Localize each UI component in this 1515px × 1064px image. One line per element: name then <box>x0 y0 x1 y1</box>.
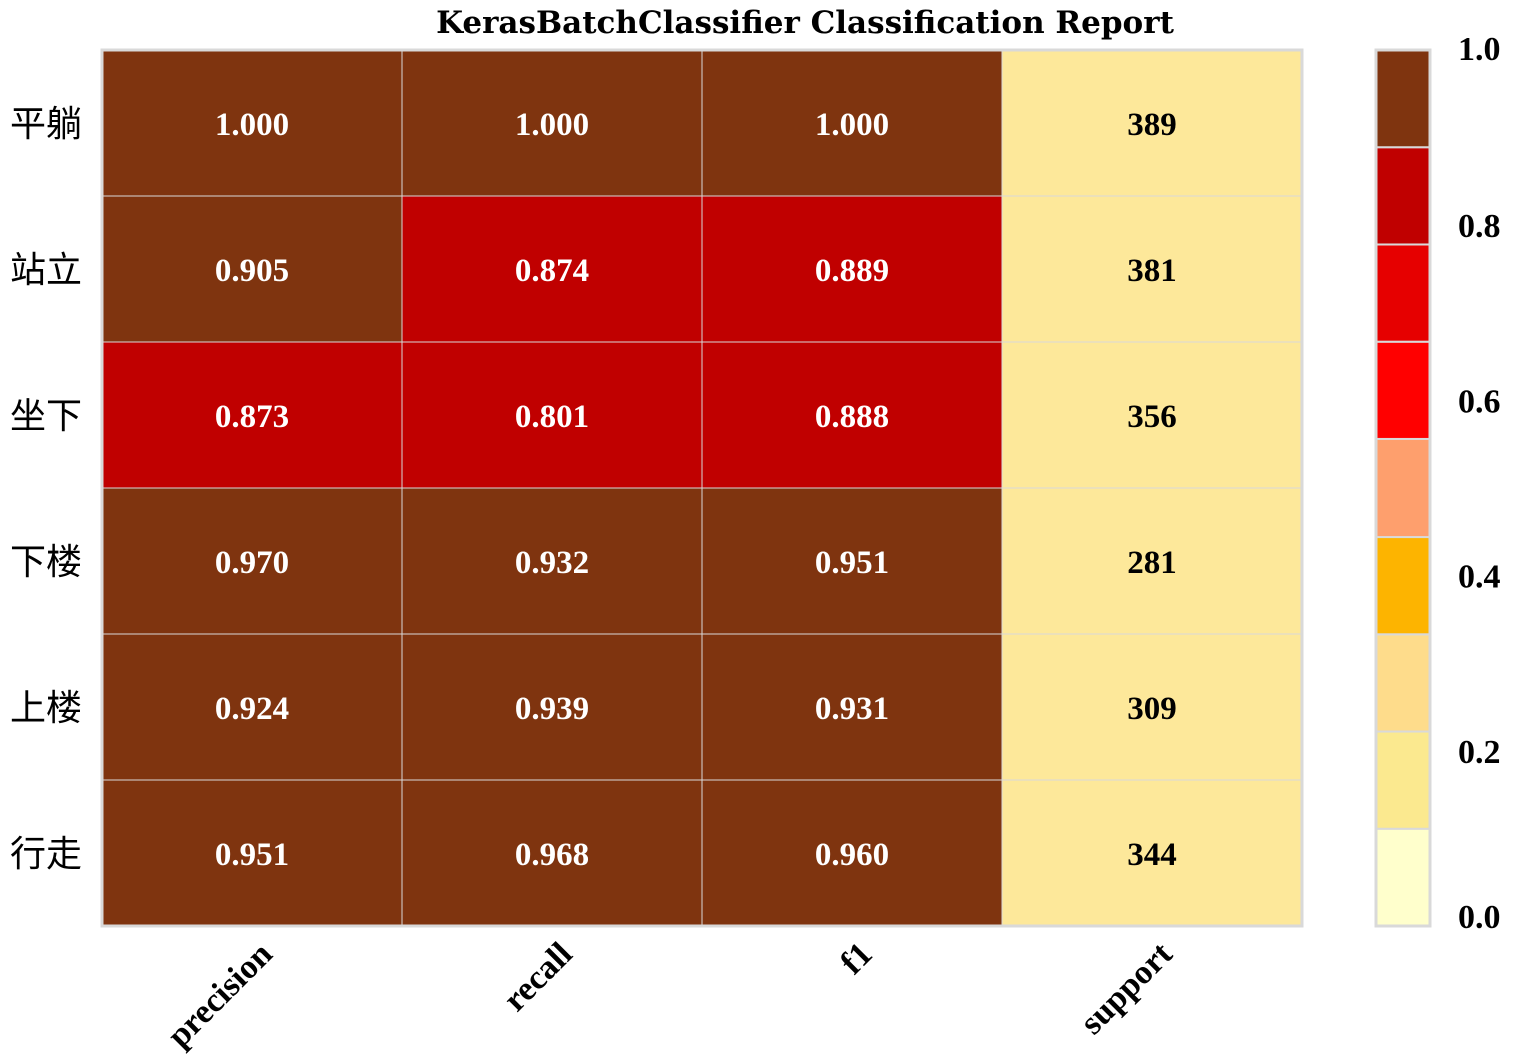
cell-label-r5-precision: 0.951 <box>215 837 289 873</box>
heatmap-cell-r0-recall <box>402 50 702 196</box>
cell-label-r2-support: 356 <box>1127 399 1177 435</box>
heatmap-cell-r2-support <box>1002 342 1302 488</box>
y-tick-label-4: 上楼 <box>10 688 82 729</box>
y-tick-label-0: 平躺 <box>10 104 82 145</box>
cell-label-r2-precision: 0.873 <box>215 399 289 435</box>
heatmap-cell-r0-f1 <box>702 50 1002 196</box>
colorbar-bin-3 <box>1375 536 1431 636</box>
cell-labels: 1.000 1.000 1.000 389 0.905 0.874 0.889 381 0.87… <box>215 107 1177 873</box>
colorbar-tick-0-2: 0.2 <box>1458 734 1501 771</box>
colorbar-bin-2 <box>1375 633 1431 733</box>
colorbar-bin-4 <box>1375 437 1431 539</box>
colorbar-tick-0-4: 0.4 <box>1458 559 1501 596</box>
x-tick-label-support: support <box>1073 935 1180 1042</box>
heatmap-cell-r4-support <box>1002 634 1302 780</box>
colorbar-bin-0 <box>1375 827 1431 927</box>
cell-label-r4-f1: 0.931 <box>815 691 889 727</box>
heatmap-cell-r3-f1 <box>702 488 1002 634</box>
cell-label-r0-recall: 1.000 <box>515 107 589 143</box>
colorbar-bin-6 <box>1375 243 1431 343</box>
x-tick-label-f1: f1 <box>833 935 879 981</box>
cell-label-r1-recall: 0.874 <box>515 253 589 289</box>
cell-label-r3-support: 281 <box>1127 545 1177 581</box>
heatmap-cell-r3-recall <box>402 488 702 634</box>
heatmap-cell-r5-recall <box>402 780 702 926</box>
y-tick-label-3: 下楼 <box>10 542 82 583</box>
cell-label-r0-f1: 1.000 <box>815 107 889 143</box>
chart-title: KerasBatchClassifier Classification Repo… <box>436 5 1174 41</box>
heatmap-cell-r5-support <box>1002 780 1302 926</box>
heatmap-cells <box>102 50 1302 926</box>
heatmap-cell-r3-precision <box>102 488 402 634</box>
colorbar-bin-7 <box>1375 146 1431 246</box>
cell-label-r2-f1: 0.888 <box>815 399 889 435</box>
cell-label-r1-f1: 0.889 <box>815 253 889 289</box>
colorbar-frame <box>1374 48 1432 928</box>
cell-label-r4-support: 309 <box>1127 691 1177 727</box>
heatmap-cell-r0-precision <box>102 50 402 196</box>
heatmap-cell-r2-precision <box>102 342 402 488</box>
cell-label-r1-support: 381 <box>1127 253 1177 289</box>
colorbar-bin-1 <box>1375 730 1431 830</box>
cell-label-r3-precision: 0.970 <box>215 545 289 581</box>
colorbar-tick-labels: 0.0 0.2 0.4 0.6 0.8 1.0 <box>1458 31 1501 936</box>
x-axis-tick-labels: precision recall f1 support <box>160 935 1180 1055</box>
colorbar-bin-8 <box>1375 49 1431 149</box>
heatmap-cell-r4-recall <box>402 634 702 780</box>
cell-label-r1-precision: 0.905 <box>215 253 289 289</box>
heatmap-cell-r5-precision <box>102 780 402 926</box>
heatmap-grid <box>100 48 1304 928</box>
heatmap-frame <box>100 48 1304 928</box>
heatmap-cell-r1-recall <box>402 196 702 342</box>
heatmap-cell-r2-f1 <box>702 342 1002 488</box>
colorbar-bin-5 <box>1375 340 1431 440</box>
cell-label-r4-recall: 0.939 <box>515 691 589 727</box>
colorbar-tick-0-8: 0.8 <box>1458 208 1501 245</box>
heatmap-cell-r5-f1 <box>702 780 1002 926</box>
cell-label-r4-precision: 0.924 <box>215 691 289 727</box>
colorbar-tick-0-0: 0.0 <box>1458 899 1501 936</box>
cell-label-r0-precision: 1.000 <box>215 107 289 143</box>
heatmap-cell-r1-precision <box>102 196 402 342</box>
cell-label-r5-recall: 0.968 <box>515 837 589 873</box>
x-tick-label-precision: precision <box>160 935 279 1054</box>
heatmap-cell-r1-f1 <box>702 196 1002 342</box>
cell-label-r0-support: 389 <box>1127 107 1177 143</box>
cell-label-r3-f1: 0.951 <box>815 545 889 581</box>
heatmap-cell-r1-support <box>1002 196 1302 342</box>
cell-label-r2-recall: 0.801 <box>515 399 589 435</box>
heatmap-cell-r4-precision <box>102 634 402 780</box>
heatmap-cell-r4-f1 <box>702 634 1002 780</box>
heatmap-cell-r2-recall <box>402 342 702 488</box>
y-tick-label-5: 行走 <box>10 834 82 875</box>
colorbar <box>1374 48 1432 928</box>
y-tick-label-1: 站立 <box>10 250 82 291</box>
cell-label-r5-f1: 0.960 <box>815 837 889 873</box>
colorbar-tick-0-6: 0.6 <box>1458 383 1501 420</box>
heatmap-cell-r3-support <box>1002 488 1302 634</box>
cell-label-r3-recall: 0.932 <box>515 545 589 581</box>
colorbar-tick-1-0: 1.0 <box>1458 31 1501 68</box>
x-tick-label-recall: recall <box>497 935 580 1018</box>
cell-label-r5-support: 344 <box>1127 837 1177 873</box>
heatmap-cell-r0-support <box>1002 50 1302 196</box>
y-tick-label-2: 坐下 <box>10 396 82 437</box>
